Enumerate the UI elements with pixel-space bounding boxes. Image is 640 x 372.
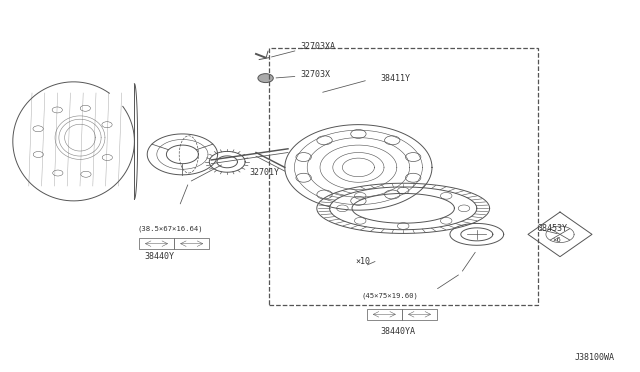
Text: 32703X: 32703X: [301, 70, 331, 79]
Text: 38453Y: 38453Y: [538, 224, 568, 233]
Bar: [139, 238, 174, 249]
Text: 38411Y: 38411Y: [381, 74, 411, 83]
Bar: [174, 238, 209, 249]
Text: 38440Y: 38440Y: [144, 252, 174, 261]
Text: 32703XA: 32703XA: [301, 42, 336, 51]
Bar: [402, 309, 437, 320]
Text: 32701Y: 32701Y: [250, 169, 280, 177]
Text: (38.5×67×16.64): (38.5×67×16.64): [138, 225, 204, 232]
Bar: [367, 309, 402, 320]
Text: ×6: ×6: [552, 237, 561, 243]
Bar: [269, 48, 538, 305]
Text: ×10: ×10: [355, 257, 370, 266]
Text: (45×75×19.60): (45×75×19.60): [362, 292, 419, 299]
Text: 38440YA: 38440YA: [381, 327, 416, 336]
Circle shape: [258, 74, 273, 83]
Text: J38100WA: J38100WA: [575, 353, 614, 362]
